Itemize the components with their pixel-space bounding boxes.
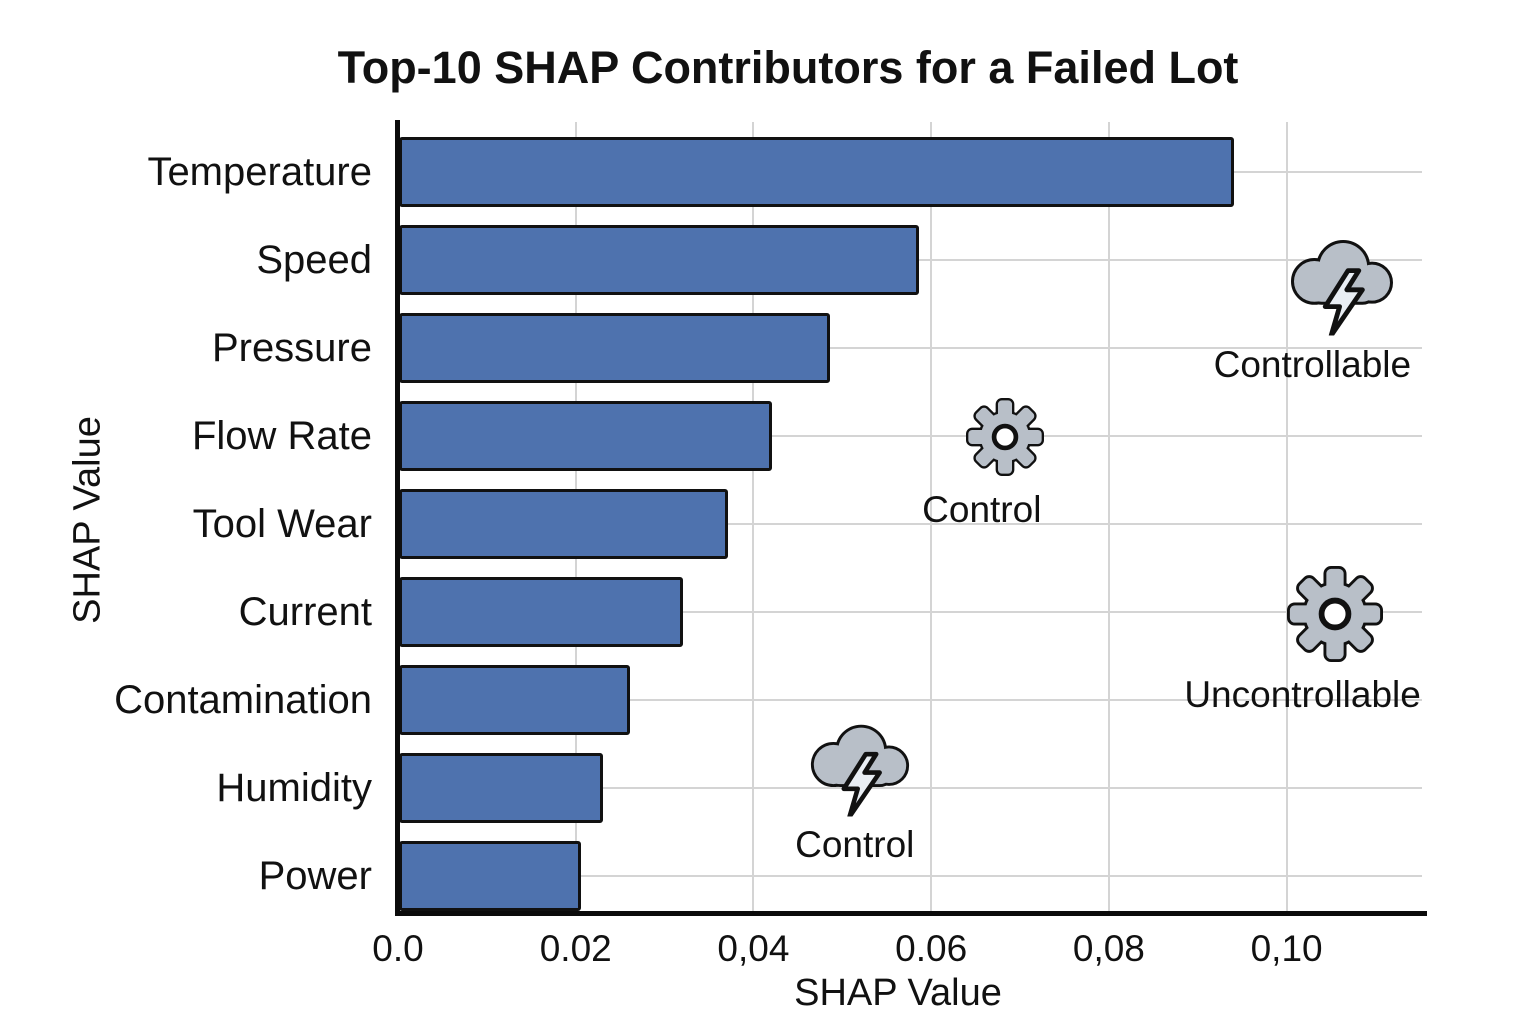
annotation-label: Uncontrollable: [1184, 673, 1421, 715]
gridline: [398, 523, 1422, 525]
y-tick-label: Power: [258, 854, 372, 898]
bar: [399, 313, 830, 383]
y-axis-spine: [395, 120, 400, 915]
bar: [399, 577, 684, 647]
bar: [399, 665, 631, 735]
x-axis-spine: [395, 911, 1427, 916]
y-tick-label: Temperature: [147, 150, 372, 194]
gridline: [398, 435, 1422, 437]
bar: [399, 225, 919, 295]
gridline: [398, 347, 1422, 349]
y-tick-label: Pressure: [211, 326, 372, 370]
bar: [399, 401, 773, 471]
gridline: [398, 611, 1422, 613]
bar: [399, 137, 1235, 207]
chart-title: Top-10 SHAP Contributors for a Failed Lo…: [337, 42, 1239, 93]
y-tick-label: Speed: [256, 238, 372, 282]
gear-icon: [1286, 566, 1383, 663]
storm-cloud-icon: [802, 720, 918, 819]
x-tick-label: 0,04: [717, 928, 790, 969]
y-tick-label: Humidity: [216, 766, 372, 810]
gridline: [930, 122, 933, 911]
annotation-label: Controllable: [1213, 343, 1412, 385]
x-tick-label: 0.0: [372, 928, 424, 969]
y-tick-label: Tool Wear: [192, 502, 372, 546]
y-tick-label: Contamination: [114, 678, 372, 722]
annotation-label: Control: [795, 824, 915, 866]
annotation-label: Control: [922, 488, 1042, 530]
gridline: [398, 875, 1422, 877]
gridline: [1107, 122, 1110, 911]
bar: [399, 489, 728, 559]
y-tick-label: Current: [238, 590, 372, 634]
x-axis-label: SHAP Value: [794, 972, 1002, 1014]
bar: [399, 753, 604, 823]
storm-cloud-icon: [1282, 234, 1402, 338]
gridline: [398, 787, 1422, 789]
gridline: [398, 699, 1422, 701]
y-tick-label: Flow Rate: [191, 414, 372, 458]
gridline: [752, 122, 755, 911]
gear-icon: [965, 397, 1044, 476]
gridline: [1285, 122, 1288, 911]
x-tick-label: 0.06: [895, 928, 968, 969]
x-tick-label: 0.02: [539, 928, 612, 969]
x-tick-label: 0,08: [1072, 928, 1145, 969]
bar: [399, 841, 582, 911]
x-tick-label: 0,10: [1250, 928, 1323, 969]
